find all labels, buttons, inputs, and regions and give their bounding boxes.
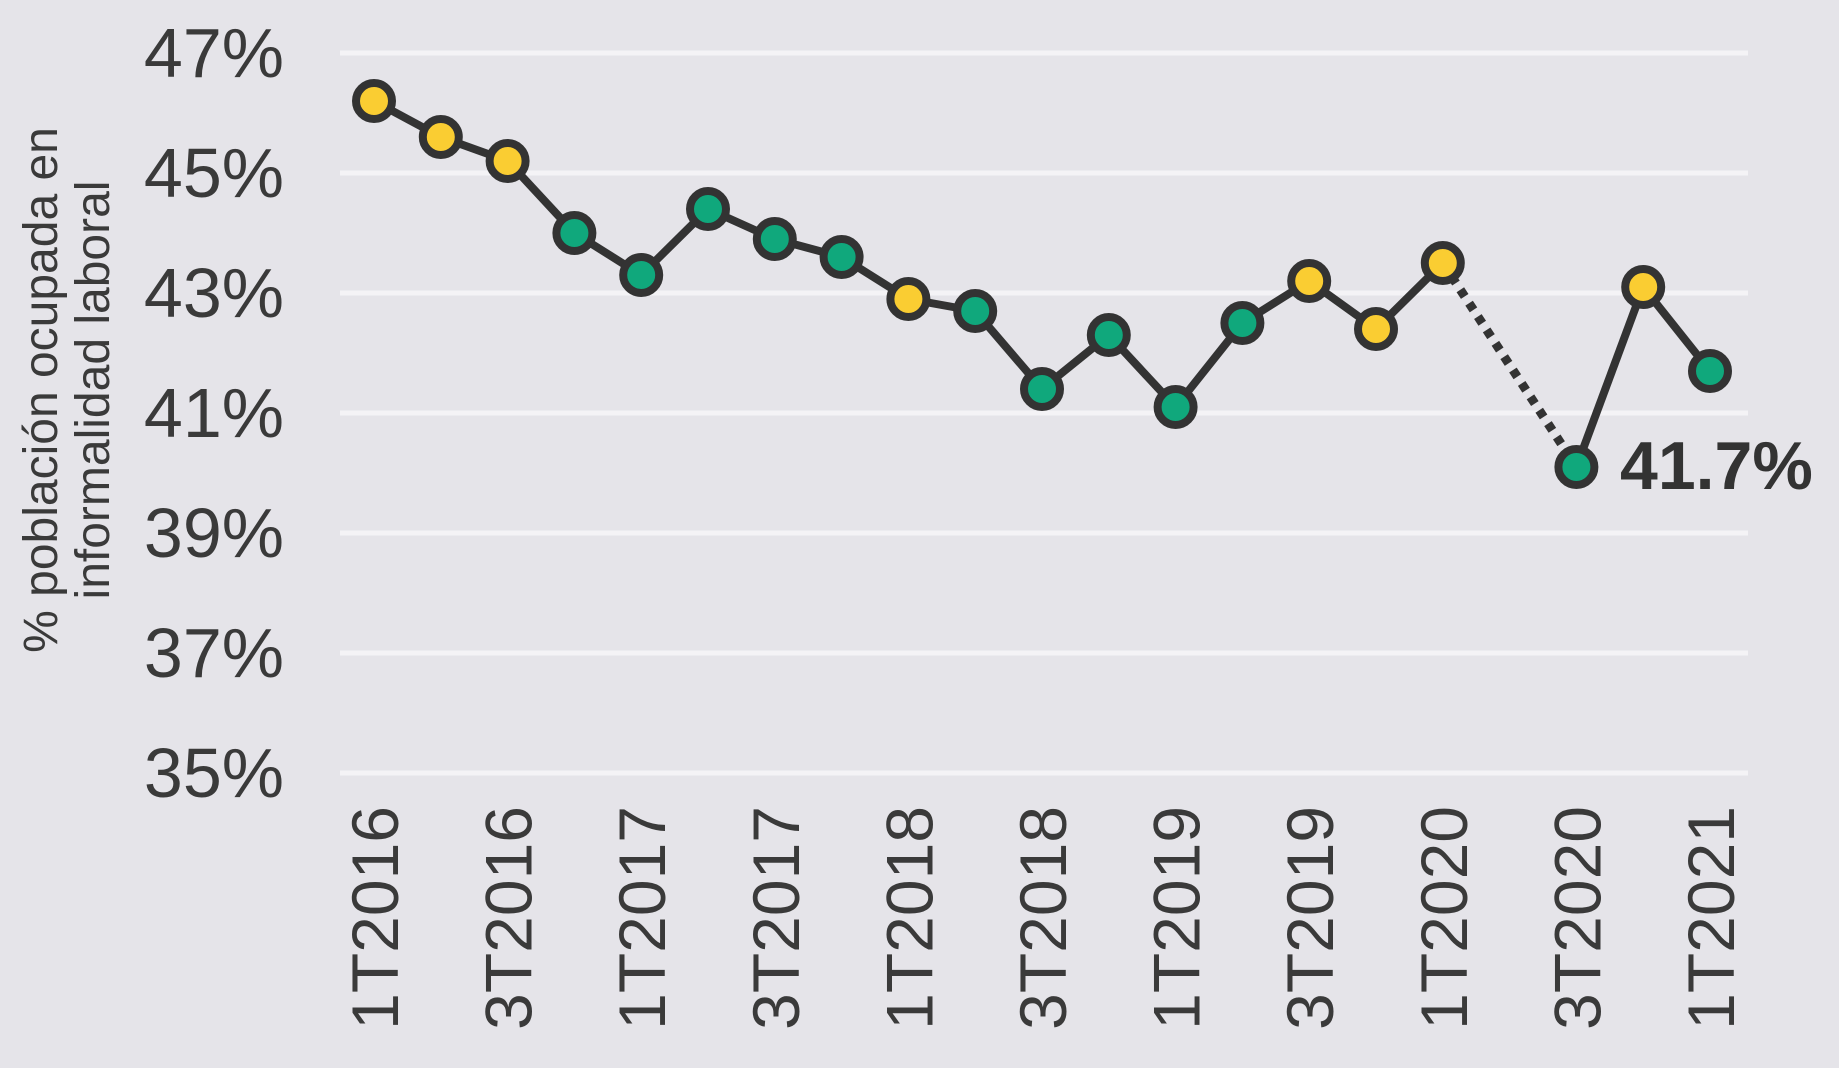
data-point-1t2016 (352, 79, 396, 123)
data-point-1t2021 (1688, 349, 1732, 393)
y-axis-title: % población ocupada en informalidad labo… (15, 127, 120, 653)
data-point-4t2016 (552, 211, 597, 255)
y-tick-label: 35% (144, 734, 284, 812)
data-point-2t2017 (686, 187, 730, 231)
data-point-3t2018 (1020, 367, 1064, 411)
x-tick-label: 3T2018 (1006, 806, 1080, 1030)
x-tick-label: 1T2016 (338, 806, 412, 1030)
x-tick-label: 1T2018 (872, 806, 946, 1030)
y-tick-label: 39% (144, 494, 284, 572)
y-tick-label: 47% (144, 14, 284, 92)
x-tick-label: 1T2019 (1140, 806, 1214, 1030)
y-axis-title-line-1: % población ocupada en (15, 127, 68, 653)
data-point-1t2019 (1153, 385, 1198, 429)
data-point-2t2019 (1220, 301, 1265, 345)
x-tick-label: 3T2017 (739, 806, 813, 1030)
y-axis-title-line-2: informalidad laboral (67, 181, 120, 600)
data-point-3t2019 (1287, 259, 1332, 303)
series-segment (1572, 285, 1647, 469)
data-point-4t2019 (1354, 307, 1398, 351)
series-data-points (352, 79, 1732, 489)
y-tick-label: 43% (144, 254, 284, 332)
y-tick-label: 37% (144, 614, 284, 692)
x-tick-label: 1T2021 (1674, 806, 1748, 1030)
y-tick-label: 41% (144, 374, 284, 452)
data-point-3t2016 (485, 139, 530, 183)
last-value-annotation: 41.7% (1620, 428, 1813, 504)
gridlines (340, 50, 1748, 776)
x-tick-label: 3T2020 (1540, 806, 1614, 1030)
x-tick-label: 1T2020 (1407, 806, 1481, 1030)
x-tick-label: 1T2017 (605, 806, 679, 1030)
data-point-3t2020 (1554, 445, 1599, 489)
data-point-4t2018 (1086, 313, 1131, 357)
data-point-3t2017 (752, 217, 797, 261)
x-axis-tick-labels: 1T2016 3T2016 1T2017 3T2017 1T2018 3T2018 1T20… (338, 806, 1748, 1030)
data-point-1t2018 (886, 277, 931, 321)
data-point-2t2016 (418, 115, 463, 159)
data-point-4t2017 (819, 235, 864, 279)
y-axis-tick-labels: 47% 45% 43% 41% 39% 37% 35% (144, 14, 284, 812)
data-point-1t2017 (619, 253, 664, 297)
data-point-4t2020 (1621, 265, 1666, 309)
data-point-1t2020 (1420, 241, 1465, 285)
y-tick-label: 45% (144, 134, 284, 212)
data-point-2t2018 (953, 289, 998, 333)
x-tick-label: 3T2019 (1273, 806, 1347, 1030)
x-tick-label: 3T2016 (472, 806, 546, 1030)
